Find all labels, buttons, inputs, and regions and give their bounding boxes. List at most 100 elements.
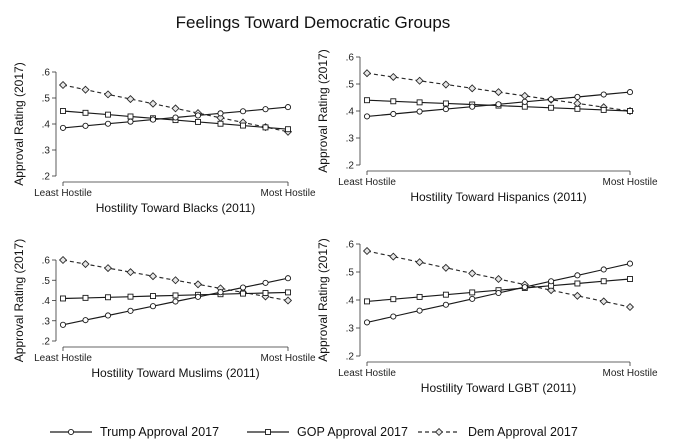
data-point-gop <box>390 98 397 105</box>
legend-label: GOP Approval 2017 <box>297 425 408 439</box>
data-point-trump <box>172 298 179 305</box>
data-point-gop <box>285 126 291 133</box>
data-point-dem <box>389 72 398 82</box>
data-point-dem <box>148 272 158 281</box>
panels-group: .2 .3 .4 .5 .6 Least Hostile Most Hostile Hosti… <box>12 49 658 395</box>
x-tick-label: Most Hostile <box>602 177 657 188</box>
legend-marker <box>434 427 444 437</box>
data-point-trump <box>390 313 397 320</box>
data-point-dem <box>573 99 582 108</box>
data-point-trump <box>469 295 476 302</box>
data-point-trump <box>548 278 555 285</box>
y-tick-label: .4 <box>42 296 51 307</box>
data-point-trump <box>442 301 449 308</box>
data-point-dem <box>389 252 398 261</box>
data-point-gop <box>600 106 607 113</box>
y-tick-label: .4 <box>346 296 355 307</box>
data-point-dem <box>468 84 477 93</box>
data-point-trump <box>239 108 247 115</box>
y-axis-title: Approval Rating (2017) <box>12 239 26 362</box>
chart-panel-4: .2 .3 .4 .5 .6 Least Hostile Most Hostile Hosti… <box>316 238 658 395</box>
data-point-trump <box>363 319 371 326</box>
data-point-gop <box>150 293 156 299</box>
data-point-gop <box>240 290 246 297</box>
data-point-trump <box>104 120 112 127</box>
y-tick-label: .4 <box>346 107 355 118</box>
data-point-dem <box>494 88 503 97</box>
data-point-dem <box>415 258 424 267</box>
data-point-gop <box>82 294 89 301</box>
data-point-gop <box>442 100 449 107</box>
data-point-trump <box>626 89 634 96</box>
y-tick-label: .6 <box>346 53 355 64</box>
data-point-trump <box>626 260 634 267</box>
data-point-gop <box>262 290 269 296</box>
data-point-trump <box>82 317 89 324</box>
data-point-trump <box>194 112 202 119</box>
data-point-gop <box>60 295 66 302</box>
data-point-dem <box>599 297 608 306</box>
chart-panel-2: .2 .3 .4 .5 .6 Least Hostile Most Hostile Hosti… <box>316 49 658 204</box>
data-point-dem <box>573 291 582 300</box>
data-point-gop <box>105 294 111 301</box>
data-point-dem <box>171 104 180 113</box>
data-point-gop <box>442 291 449 298</box>
data-point-trump <box>495 101 502 108</box>
data-point-trump <box>127 118 134 125</box>
y-axis-title: Approval Rating (2017) <box>12 62 26 185</box>
data-point-dem <box>362 246 372 256</box>
data-point-dem <box>441 80 450 89</box>
data-point-dem <box>126 268 135 277</box>
x-axis-title: Hostility Toward LGBT (2011) <box>421 381 576 395</box>
y-tick-label: .5 <box>346 80 355 91</box>
data-point-trump <box>574 272 581 279</box>
x-axis-title: Hostility Toward Blacks (2011) <box>96 201 256 215</box>
data-point-dem <box>494 274 503 284</box>
y-tick-label: .4 <box>42 120 51 131</box>
y-tick-label: .6 <box>346 240 355 251</box>
y-tick-label: .3 <box>42 316 51 327</box>
data-point-gop <box>60 108 66 114</box>
y-tick-label: .3 <box>42 146 51 157</box>
data-point-trump <box>217 289 224 296</box>
data-point-dem <box>520 91 529 100</box>
data-point-gop <box>521 103 528 110</box>
x-tick-label: Most Hostile <box>260 188 315 199</box>
data-point-gop <box>105 111 111 118</box>
y-tick-label: .6 <box>42 256 51 267</box>
data-point-trump <box>284 275 292 282</box>
data-point-gop <box>240 122 246 129</box>
legend-label: Trump Approval 2017 <box>100 425 219 439</box>
data-point-dem <box>415 76 424 85</box>
data-point-trump <box>469 103 476 110</box>
data-point-gop <box>82 109 89 116</box>
x-tick-label: Least Hostile <box>34 353 92 364</box>
data-point-trump <box>239 284 247 291</box>
data-point-gop <box>416 99 423 106</box>
data-point-dem <box>126 95 135 104</box>
data-point-gop <box>548 104 555 111</box>
data-point-gop <box>127 293 134 300</box>
legend-item-trump: Trump Approval 2017 <box>50 425 219 439</box>
legend-item-dem: Dem Approval 2017 <box>418 425 578 439</box>
data-point-dem <box>468 269 477 278</box>
y-tick-label: .5 <box>346 268 355 279</box>
legend: Trump Approval 2017 GOP Approval 2017 Dem … <box>50 425 578 439</box>
y-tick-label: .2 <box>42 337 51 348</box>
chart-panel-3: .2 .3 .4 .5 .6 Least Hostile Most HostileHosti… <box>12 239 316 380</box>
data-point-trump <box>600 266 607 273</box>
data-point-dem <box>441 263 450 272</box>
data-point-dem <box>58 255 68 265</box>
y-tick-label: .5 <box>42 94 51 105</box>
data-point-dem <box>103 264 113 273</box>
data-point-gop <box>390 296 397 303</box>
legend-marker <box>67 428 75 436</box>
y-tick-label: .3 <box>346 324 355 335</box>
data-point-dem <box>148 99 158 108</box>
data-point-dem <box>103 90 113 99</box>
data-point-dem <box>81 85 90 94</box>
data-point-trump <box>442 106 449 113</box>
data-point-gop <box>574 280 581 287</box>
data-point-trump <box>149 116 157 123</box>
